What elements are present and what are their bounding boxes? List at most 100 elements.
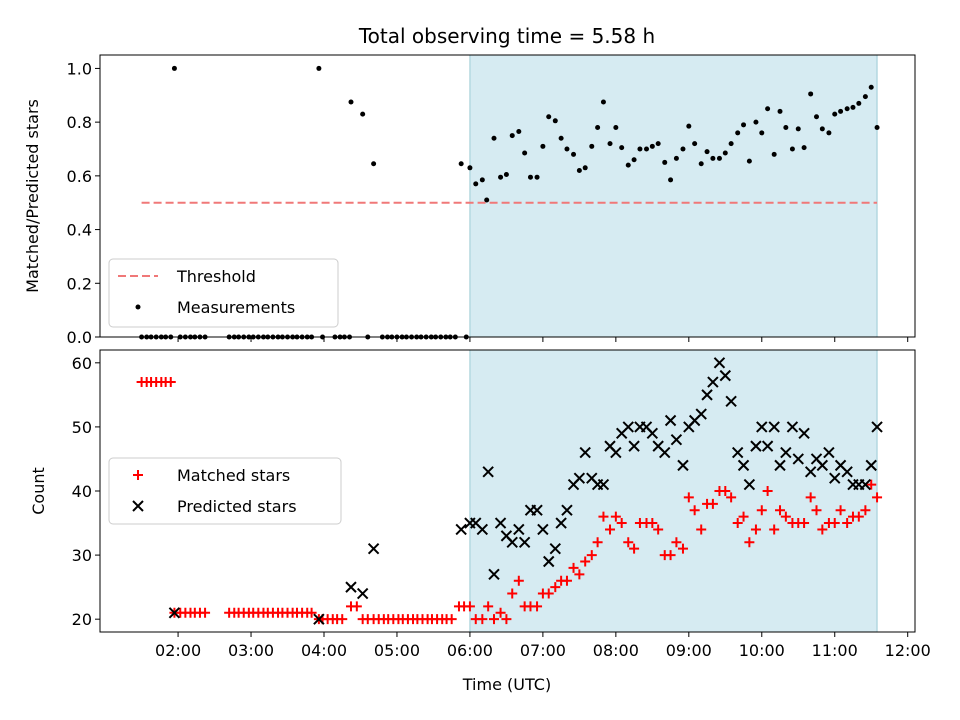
matched-star-point <box>351 601 362 612</box>
matched-star-point <box>507 588 518 599</box>
predicted-star-point <box>713 357 726 369</box>
measurement-point <box>850 104 856 110</box>
matched-star-point <box>574 569 585 580</box>
y-tick-label: 0.0 <box>67 328 92 347</box>
matched-star-point <box>866 479 877 490</box>
measurement-point <box>534 174 540 180</box>
measurement-point <box>668 177 674 183</box>
matched-star-point <box>732 518 743 529</box>
bottom-highlight-span <box>469 349 878 633</box>
bottom-marks <box>136 357 883 625</box>
predicted-star-point <box>168 607 181 619</box>
measurement-point <box>704 149 710 155</box>
measurement-point <box>558 135 564 141</box>
matched-star-point <box>629 543 640 554</box>
predicted-star-point <box>537 523 549 536</box>
measurement-point <box>595 125 601 131</box>
measurement-point <box>527 174 533 180</box>
top-x-ticks <box>177 337 909 342</box>
predicted-star-point <box>677 459 689 472</box>
measurement-point <box>771 151 777 157</box>
predicted-star-point <box>476 523 489 536</box>
measurement-point <box>741 122 747 128</box>
top-legend: Threshold Measurements <box>108 258 339 328</box>
measurement-point <box>522 150 528 156</box>
bottom-legend-box <box>108 457 342 525</box>
predicted-star-point <box>804 466 817 478</box>
predicted-star-point <box>313 613 325 625</box>
predicted-star-point <box>756 421 768 433</box>
x-axis-label: Time (UTC) <box>462 675 551 694</box>
measurement-point <box>498 174 504 180</box>
predicted-star-point <box>561 504 573 516</box>
matched-star-point <box>513 575 524 586</box>
matched-star-point <box>610 511 621 522</box>
measurement-point <box>795 126 801 132</box>
matched-star-point <box>707 498 718 509</box>
matched-star-point <box>811 505 822 516</box>
matched-star-point <box>653 524 664 535</box>
measurement-point <box>819 126 825 132</box>
matched-star-point <box>561 575 572 586</box>
matched-star-point <box>592 537 603 548</box>
matched-star-point <box>738 511 749 522</box>
matched-star-point <box>483 601 494 612</box>
measurement-point <box>783 125 789 131</box>
y-tick-label: 50 <box>72 418 92 437</box>
bottom-y-ticks: 20 30 40 50 60 <box>72 354 100 629</box>
top-legend-box <box>108 258 339 328</box>
matched-star-point <box>835 505 846 516</box>
matched-star-point <box>495 607 506 618</box>
predicted-star-point <box>579 446 591 459</box>
matched-star-point <box>543 588 554 599</box>
matched-star-point <box>665 550 676 561</box>
x-tick-label: 12:00 <box>885 641 931 660</box>
predicted-star-point <box>786 421 799 433</box>
measurement-point <box>600 99 606 105</box>
predicted-star-point <box>816 459 829 472</box>
matched-star-point <box>756 505 767 516</box>
measurement-point <box>589 143 595 149</box>
y-tick-label: 0.2 <box>67 274 92 293</box>
measurement-point <box>467 165 473 171</box>
predicted-star-point <box>597 478 610 491</box>
predicted-star-point <box>865 459 877 472</box>
matched-star-point <box>689 505 700 516</box>
measurement-point <box>801 145 807 151</box>
matched-star-point <box>623 537 634 548</box>
matched-star-point <box>550 582 561 593</box>
legend-predicted-label: Predicted stars <box>177 497 297 516</box>
measurement-point <box>649 143 655 149</box>
predicted-star-point <box>549 542 561 555</box>
predicted-star-point <box>573 472 586 484</box>
measurement-point <box>826 130 832 136</box>
predicted-star-point <box>829 472 841 484</box>
legend-measurements-swatch <box>135 304 141 310</box>
measurement-point <box>171 65 177 71</box>
top-y-ticks: 0.0 0.2 0.4 0.6 0.8 1.0 <box>67 59 100 347</box>
measurement-point <box>371 161 377 167</box>
legend-x-marker <box>132 500 144 512</box>
measurement-point <box>540 143 546 149</box>
predicted-star-point <box>356 587 369 600</box>
measurement-point <box>613 125 619 131</box>
x-tick-label: 03:00 <box>228 641 274 660</box>
measurement-point <box>844 106 850 112</box>
matched-star-point <box>842 518 853 529</box>
measurement-point <box>662 159 668 165</box>
matched-star-point <box>446 614 457 625</box>
predicted-star-point <box>823 446 835 459</box>
measurement-point <box>348 99 354 105</box>
figure-title: Total observing time = 5.58 h <box>358 24 655 48</box>
y-tick-label: 0.6 <box>67 167 92 186</box>
top-y-axis-label: Matched/Predicted stars <box>23 99 42 293</box>
measurement-point <box>655 141 661 147</box>
top-panel: 0.0 0.2 0.4 0.6 0.8 1.0 Matched/Predicted sta… <box>23 54 916 347</box>
measurement-point <box>631 157 637 163</box>
predicted-star-point <box>798 427 810 440</box>
measurement-point <box>789 146 795 152</box>
matched-star-point <box>616 518 627 529</box>
matched-star-point <box>477 614 488 625</box>
predicted-star-point <box>367 542 380 555</box>
matched-star-point <box>744 537 755 548</box>
